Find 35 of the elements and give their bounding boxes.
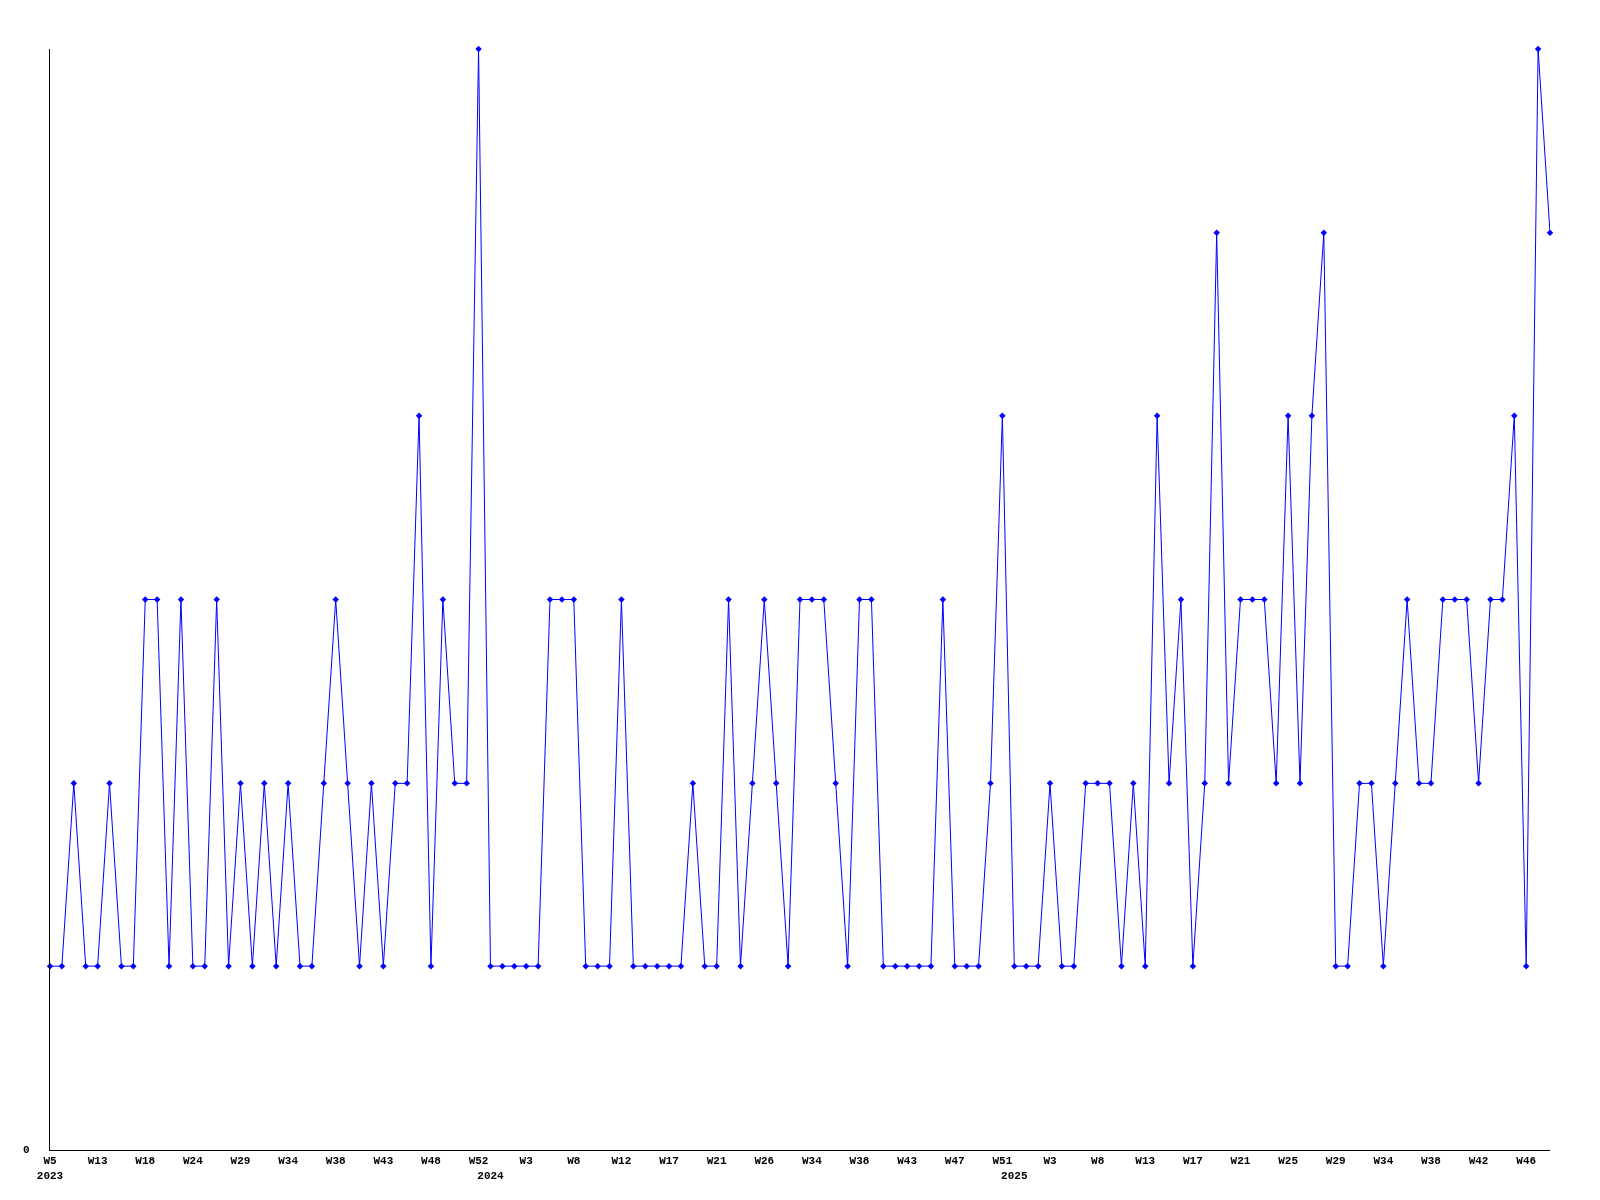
x-tick-label: W21 <box>1230 1155 1251 1168</box>
x-tick-label: 2025 <box>1001 1169 1028 1182</box>
text: 0 <box>23 1144 30 1156</box>
x-tick-label: W24 <box>182 1155 204 1168</box>
x-tick-label: W29 <box>1325 1155 1346 1168</box>
x-tick-label: W26 <box>754 1155 775 1168</box>
x-tick-label: 2024 <box>477 1169 505 1182</box>
x-tick-label: W51 <box>992 1155 1013 1168</box>
x-tick-label: W48 <box>421 1155 442 1168</box>
x-tick-label: W47 <box>944 1155 965 1168</box>
x-tick-label: W18 <box>135 1155 156 1168</box>
x-tick-label: W34 <box>278 1155 299 1168</box>
x-tick-label: W3 <box>1043 1155 1057 1168</box>
x-tick-label: W38 <box>325 1155 347 1168</box>
x-tick-label: W34 <box>801 1155 823 1168</box>
x-tick-label: W25 <box>1278 1155 1299 1168</box>
x-tick-label: W29 <box>230 1155 251 1168</box>
x-tick-label: W38 <box>849 1155 870 1168</box>
x-tick-label: W42 <box>1468 1155 1489 1168</box>
x-tick-label: W12 <box>611 1155 632 1168</box>
x-tick-label: W34 <box>1373 1155 1394 1168</box>
x-tick-label: W21 <box>706 1155 727 1168</box>
x-tick-label: W38 <box>1421 1155 1442 1168</box>
x-tick-label: W8 <box>1091 1155 1105 1168</box>
x-tick-label: W8 <box>567 1155 581 1168</box>
x-tick-label: W43 <box>373 1155 394 1168</box>
x-tick-label: W3 <box>519 1155 534 1168</box>
x-tick-label: W13 <box>87 1155 108 1168</box>
x-tick-label: W17 <box>1182 1155 1203 1168</box>
x-tick-label: W17 <box>659 1155 679 1168</box>
x-tick-label: W5 2023 <box>36 1155 64 1182</box>
x-tick-label: W43 <box>897 1155 918 1168</box>
x-tick-label: W13 <box>1135 1155 1156 1168</box>
x-tick-label: W52 <box>468 1155 489 1168</box>
x-tick-label: W46 <box>1516 1155 1537 1168</box>
